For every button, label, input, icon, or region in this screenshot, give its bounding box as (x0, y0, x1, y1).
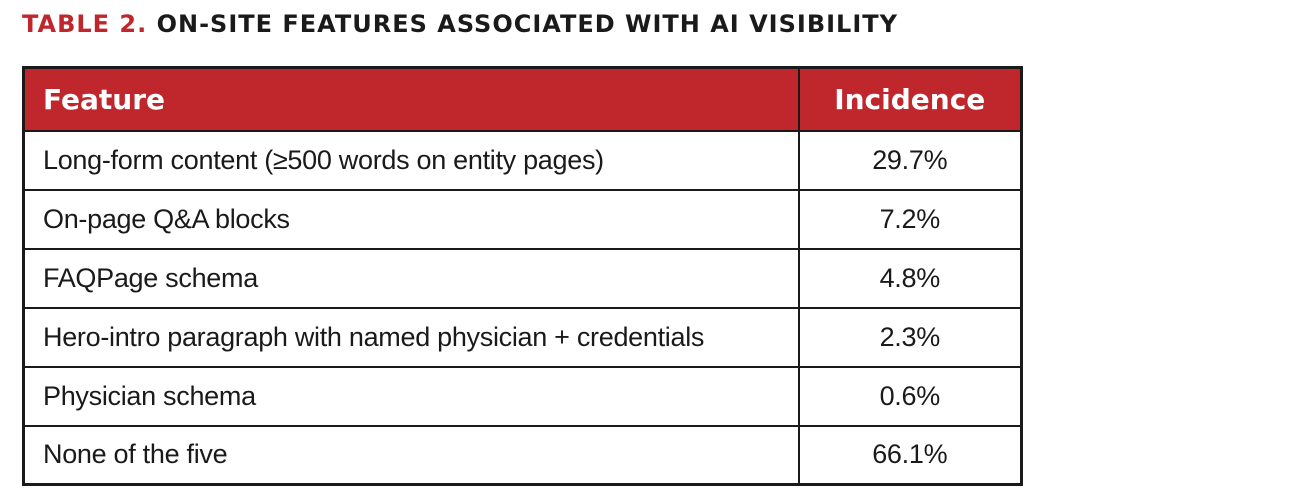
incidence-cell: 2.3% (797, 306, 1023, 368)
incidence-cell: 4.8% (797, 247, 1023, 309)
feature-cell: Long-form content (≥500 words on entity … (22, 129, 800, 191)
table-row: On-page Q&A blocks 7.2% (22, 188, 1023, 250)
feature-cell: None of the five (22, 424, 800, 486)
table-row: Hero-intro paragraph with named physicia… (22, 306, 1023, 368)
table-title: TABLE 2. ON-SITE FEATURES ASSOCIATED WIT… (22, 6, 898, 42)
data-table: Feature Incidence Long-form content (≥50… (22, 66, 1023, 486)
table-title-text: ON-SITE FEATURES ASSOCIATED WITH AI VISI… (156, 10, 899, 38)
table-row: None of the five 66.1% (22, 424, 1023, 486)
feature-cell: FAQPage schema (22, 247, 800, 309)
feature-cell: Physician schema (22, 365, 800, 427)
table-row: FAQPage schema 4.8% (22, 247, 1023, 309)
data-table-container: Feature Incidence Long-form content (≥50… (22, 66, 1023, 486)
table-number-label: TABLE 2. (22, 10, 148, 38)
column-header-incidence: Incidence (797, 66, 1023, 132)
table-row: Physician schema 0.6% (22, 365, 1023, 427)
column-header-feature: Feature (22, 66, 800, 132)
table-header-row: Feature Incidence (22, 66, 1023, 132)
incidence-cell: 29.7% (797, 129, 1023, 191)
incidence-cell: 7.2% (797, 188, 1023, 250)
feature-cell: Hero-intro paragraph with named physicia… (22, 306, 800, 368)
incidence-cell: 0.6% (797, 365, 1023, 427)
table-row: Long-form content (≥500 words on entity … (22, 129, 1023, 191)
incidence-cell: 66.1% (797, 424, 1023, 486)
feature-cell: On-page Q&A blocks (22, 188, 800, 250)
